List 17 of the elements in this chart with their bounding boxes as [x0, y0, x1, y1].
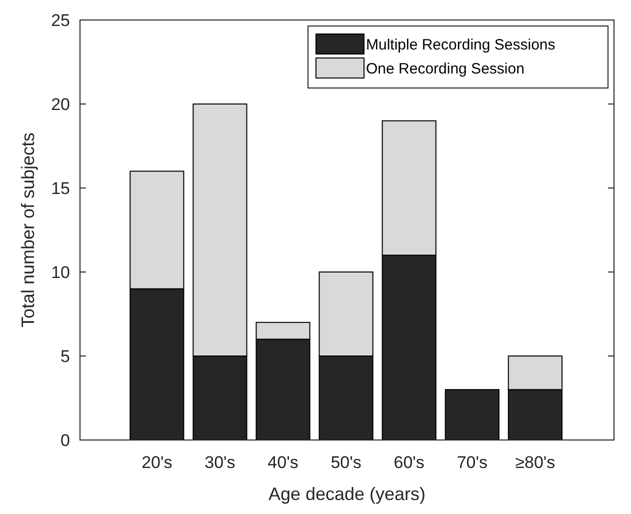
- legend-label: Multiple Recording Sessions: [366, 36, 556, 54]
- x-tick-label: 60's: [394, 453, 424, 472]
- x-tick-label: 20's: [142, 453, 172, 472]
- x-tick-label: 70's: [456, 453, 488, 472]
- y-tick-label: 10: [51, 262, 70, 282]
- x-axis-title: Age decade (years): [268, 484, 426, 504]
- y-tick-label: 15: [51, 178, 70, 198]
- x-tick-label: 50's: [330, 453, 362, 472]
- y-tick-label: 5: [60, 346, 70, 366]
- legend-label: One Recording Session: [366, 60, 524, 78]
- x-tick-label: ≥80's: [515, 453, 556, 472]
- y-tick-label: 25: [51, 10, 70, 30]
- y-tick-label: 20: [51, 94, 70, 114]
- x-tick-label: 40's: [268, 453, 298, 472]
- x-tick-label: 30's: [204, 453, 236, 472]
- y-tick-label: 0: [60, 430, 70, 450]
- y-axis-title: Total number of subjects: [18, 132, 38, 328]
